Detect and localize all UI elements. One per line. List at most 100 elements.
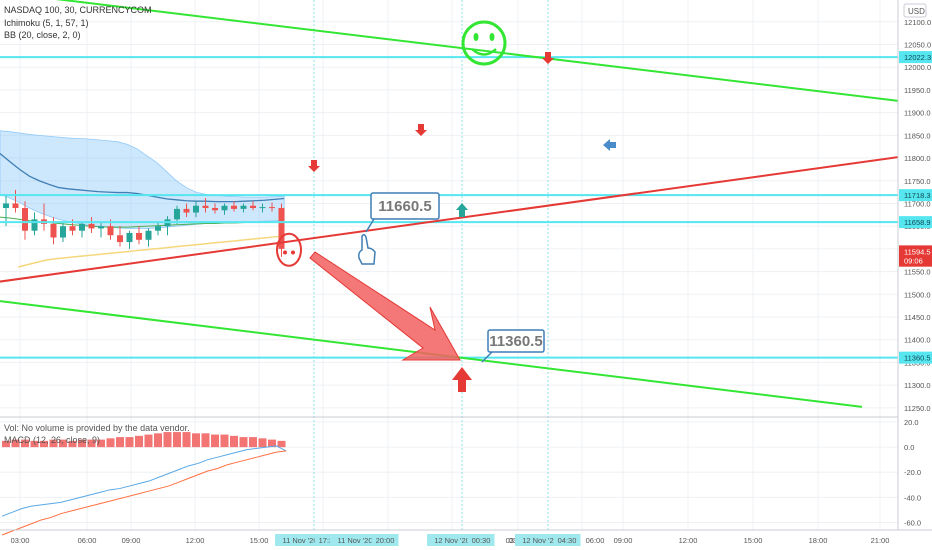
candle-body-20	[193, 205, 199, 213]
price-tag-bg-1	[899, 189, 932, 202]
macd-line	[1, 445, 287, 517]
hand-pointer-icon	[358, 233, 376, 265]
smiley-eye-left	[473, 33, 479, 41]
macd-hist-27	[258, 438, 267, 448]
candle-body-10	[98, 226, 104, 229]
time-tick-13: 12 Nov '20	[522, 536, 558, 545]
price-tick-5: 11850.0	[904, 131, 931, 140]
legend-bb[interactable]: BB (20, close, 2, 0)	[4, 30, 81, 40]
price-tick-11: 11550.0	[904, 268, 931, 277]
candle-body-27	[259, 207, 266, 209]
time-tick-17: 12:00	[679, 536, 698, 545]
macd-hist-20	[192, 433, 200, 448]
currency-badge: USD	[908, 7, 925, 16]
price-tag-1: 11718.3	[904, 191, 931, 200]
macd-hist-18	[173, 432, 181, 448]
price-tick-1: 12050.0	[904, 41, 931, 50]
time-tick-15: 06:00	[586, 536, 605, 545]
big-red-arrow	[309, 251, 461, 361]
macd-hist-14	[135, 435, 143, 448]
candle-body-26	[250, 205, 256, 208]
price-tick-7: 11750.0	[904, 177, 931, 186]
macd-tick-3: -40.0	[904, 493, 921, 502]
candle-body-9	[88, 223, 95, 229]
grid-lines	[0, 0, 898, 530]
price-tag-5: 11360.5	[904, 354, 931, 363]
candle-body-21	[202, 205, 209, 208]
macd-tick-1: 0.0	[904, 443, 914, 452]
macd-hist-7	[68, 440, 77, 448]
macd-hist-21	[201, 433, 210, 448]
circle-eye-2	[291, 250, 295, 255]
candle-body-5	[50, 223, 57, 238]
chart-title: NASDAQ 100, 30, CURRENCYCOM	[4, 5, 152, 15]
macd-tick-4: -60.0	[904, 518, 921, 527]
candle-body-8	[79, 223, 85, 231]
circle-eye-1	[283, 250, 287, 255]
macd-hist-6	[59, 439, 67, 448]
macd-hist-9	[87, 439, 96, 448]
currency-badge-bg	[903, 3, 927, 18]
time-tick-6: 17:30	[319, 536, 338, 545]
callout-11360-box	[487, 329, 545, 353]
trend-line-red	[0, 156, 899, 283]
legend-macd[interactable]: MACD (12, 26, close, 9)	[4, 435, 101, 445]
smiley-mouth	[471, 48, 497, 56]
legend-volume: Vol: No volume is provided by the data v…	[4, 423, 190, 433]
time-tick-bg-8	[371, 534, 399, 546]
callout-11660-text: 11660.5	[378, 198, 431, 215]
red-up-arrow	[452, 367, 472, 392]
blue-left-arrow	[603, 139, 616, 151]
price-tick-8: 11700.0	[904, 199, 931, 208]
macd-hist-15	[144, 434, 153, 448]
time-tick-bg-14	[553, 534, 581, 546]
candle-body-15	[145, 230, 152, 240]
time-tick-11: 00:30	[472, 536, 491, 545]
price-tick-4: 11900.0	[904, 109, 931, 118]
ichimoku-cloud	[0, 130, 285, 229]
price-tag-bg-3	[899, 245, 932, 258]
down-arrow-2	[415, 124, 427, 136]
candle-body-23	[221, 205, 228, 211]
macd-signal-line	[1, 450, 287, 536]
macd-hist-0	[2, 440, 10, 448]
time-tick-10: 12 Nov '20	[434, 536, 470, 545]
macd-hist-28	[268, 439, 276, 448]
teal-up-arrow	[456, 203, 468, 217]
price-tag-bg-2	[899, 216, 932, 229]
price-tag-2: 11658.9	[904, 218, 931, 227]
price-tick-12: 11500.0	[904, 290, 931, 299]
price-tag-bg-5	[899, 351, 932, 364]
candle-body-16	[155, 226, 161, 231]
candle-body-24	[231, 205, 237, 209]
price-tag-bg-0	[899, 51, 932, 64]
time-tick-20: 21:00	[871, 536, 890, 545]
macd-hist-22	[211, 434, 219, 448]
macd-hist-13	[125, 437, 134, 448]
time-tick-3: 12:00	[186, 536, 205, 545]
price-tag-bg-4	[899, 254, 932, 267]
price-tick-2: 12000.0	[904, 63, 931, 72]
price-tick-3: 11950.0	[904, 86, 931, 95]
candle-body-6	[60, 226, 66, 238]
macd-hist-8	[78, 439, 86, 448]
callout-11360-pointer	[481, 351, 493, 363]
price-tick-6: 11800.0	[904, 154, 931, 163]
time-tick-18: 15:00	[744, 536, 763, 545]
time-tick-7: 11 Nov '20	[337, 536, 372, 545]
legend-ichimoku[interactable]: Ichimoku (5, 1, 57, 1)	[4, 18, 89, 28]
price-tag-3: 11594.5	[904, 247, 931, 256]
price-tick-14: 11400.0	[904, 336, 931, 345]
macd-hist-29	[277, 440, 286, 448]
macd-tick-2: -20.0	[904, 468, 921, 477]
macd-hist-10	[97, 439, 105, 448]
price-tick-16: 11300.0	[904, 381, 931, 390]
callout-11360-text: 11360.5	[489, 333, 542, 350]
macd-hist-12	[116, 437, 124, 448]
price-tick-0: 12100.0	[904, 18, 931, 27]
macd-hist-5	[49, 439, 58, 448]
macd-hist-1	[11, 439, 20, 448]
time-tick-5: 11 Nov '20	[282, 536, 317, 545]
